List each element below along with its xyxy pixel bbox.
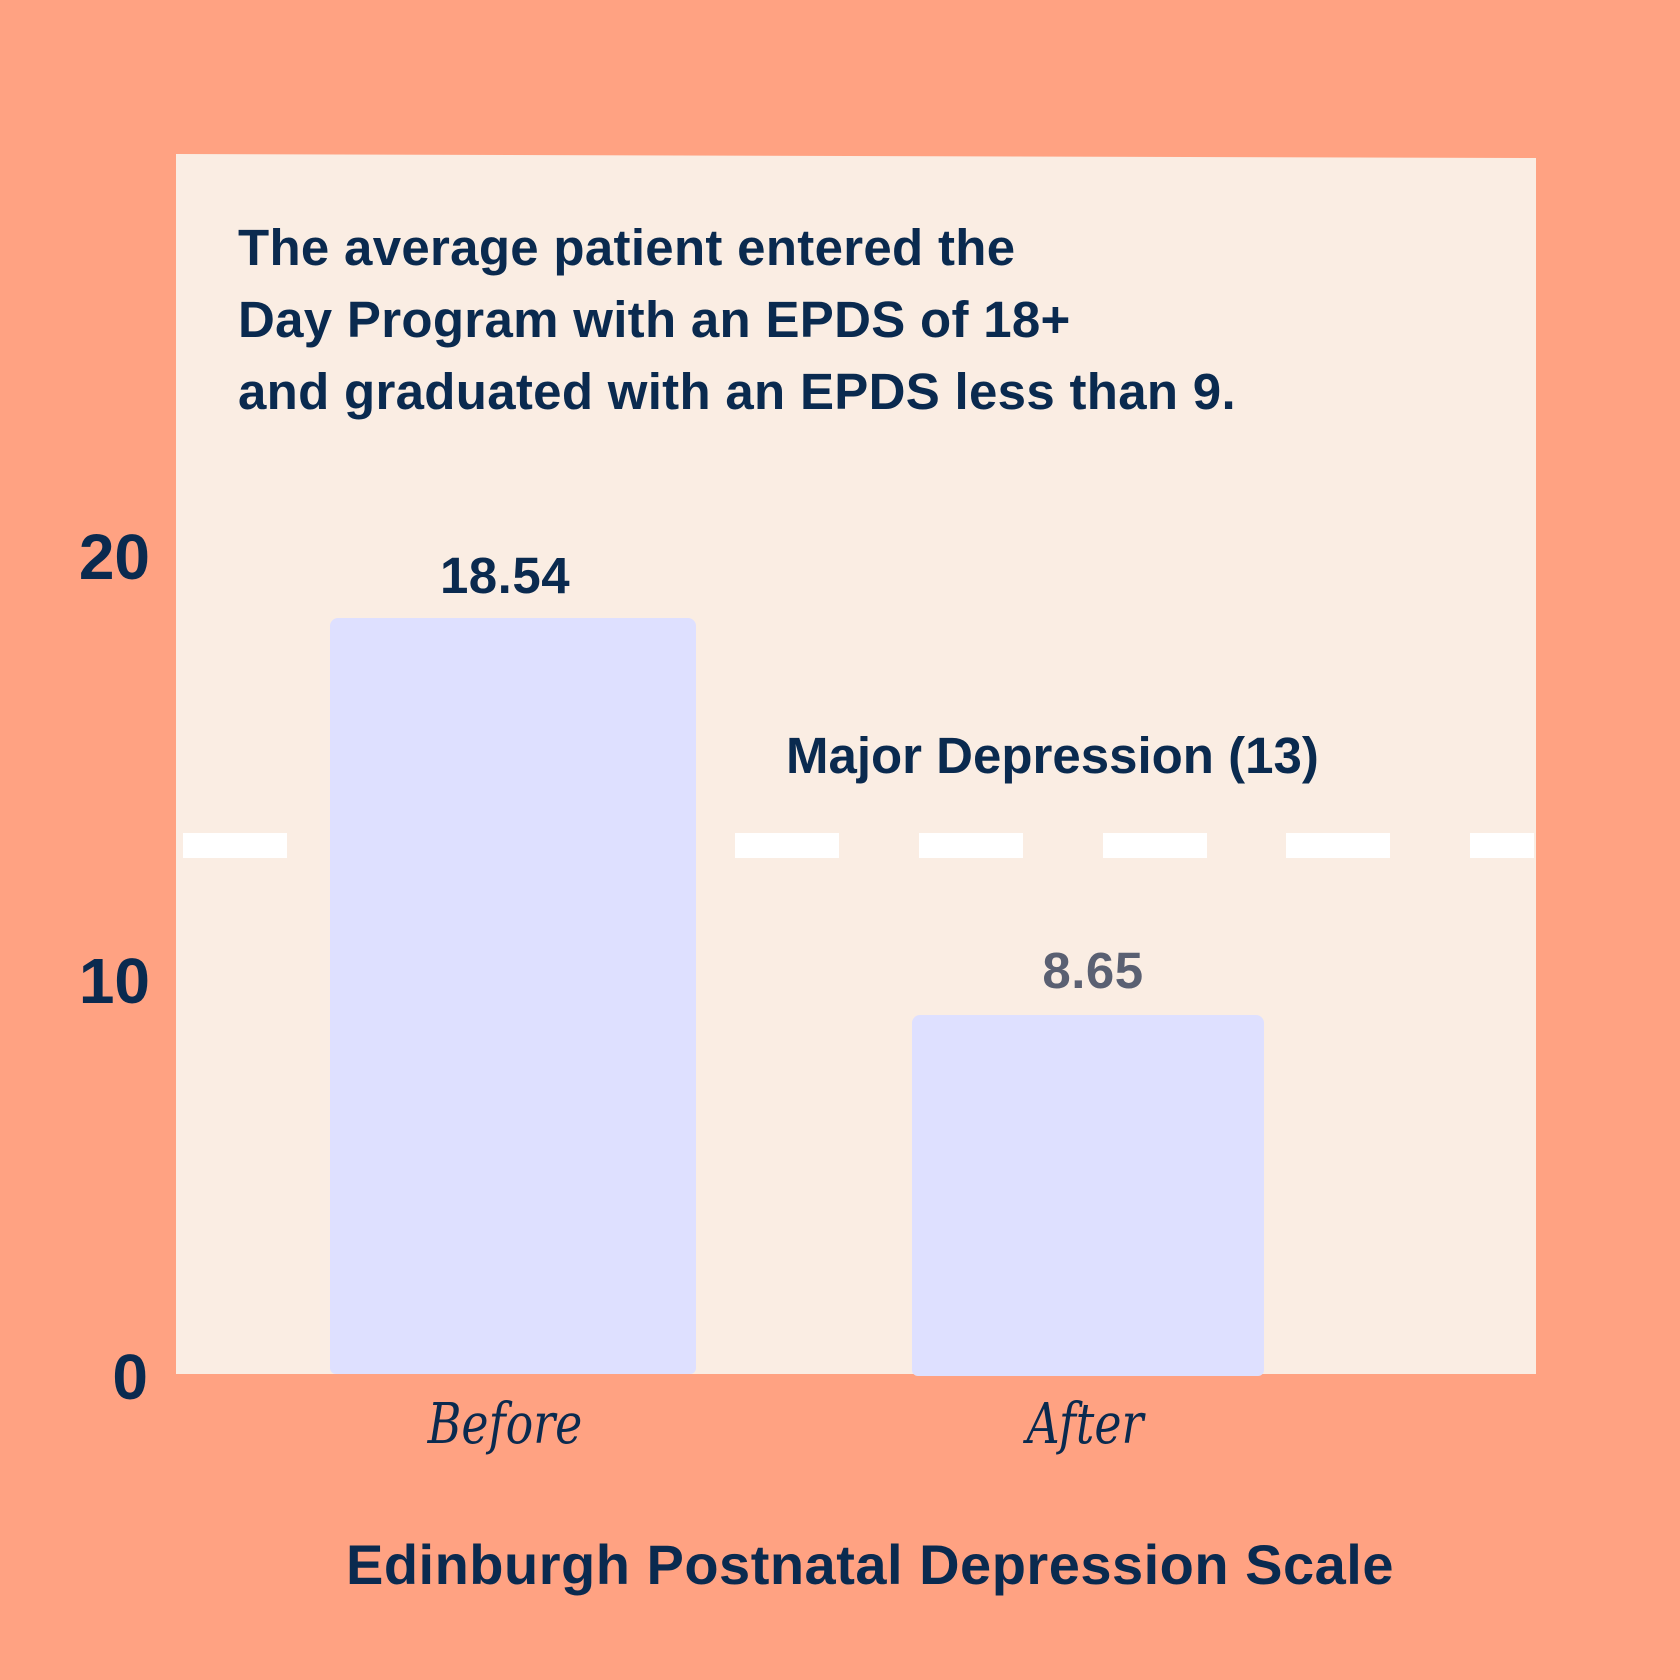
threshold-dash [1470, 833, 1534, 858]
bar-value-before: 18.54 [439, 547, 571, 604]
threshold-dash [1103, 833, 1207, 858]
y-tick-10: 10 [78, 945, 150, 1017]
threshold-label: Major Depression (13) [786, 727, 1319, 784]
x-category-before: Before [427, 1392, 583, 1457]
threshold-dash [1286, 833, 1390, 858]
headline-line-3: and graduated with an EPDS less than 9. [238, 363, 1236, 420]
x-axis-label: Edinburgh Postnatal Depression Scale [345, 1533, 1394, 1596]
headline-line-2: Day Program with an EPDS of 18+ [238, 291, 1071, 348]
x-category-after: After [1026, 1392, 1144, 1457]
y-tick-20: 20 [78, 521, 150, 593]
bar-value-after: 8.65 [1042, 942, 1144, 999]
headline-line-1: The average patient entered the [238, 219, 1016, 276]
threshold-dash [919, 833, 1023, 858]
threshold-dash [183, 833, 287, 858]
bar-before [330, 618, 696, 1374]
y-tick-0: 0 [112, 1341, 148, 1413]
bar-after [912, 1015, 1264, 1376]
chart-headline: The average patient entered the Day Prog… [238, 212, 1498, 428]
threshold-dash [735, 833, 839, 858]
